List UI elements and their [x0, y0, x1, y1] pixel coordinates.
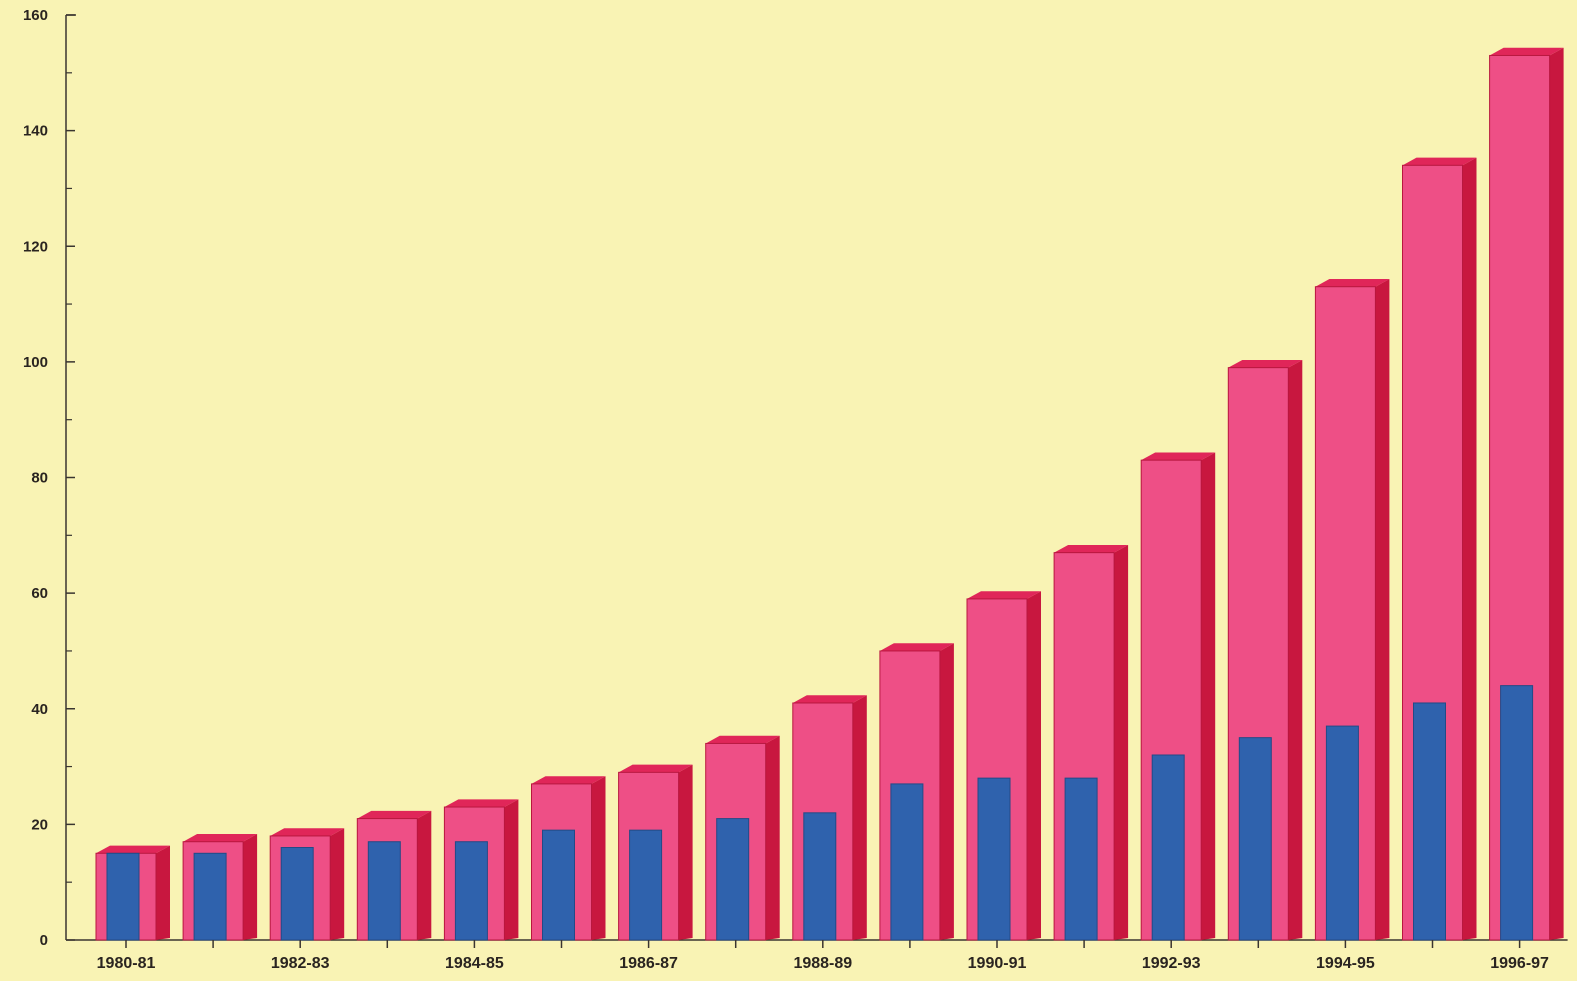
pink-bar-side [417, 810, 432, 940]
blue-bar [1064, 777, 1098, 941]
y-tick-label: 0 [40, 932, 48, 949]
pink-bar-side [852, 695, 867, 940]
pink-bar-top [270, 828, 345, 836]
pink-bar-top [96, 845, 170, 854]
blue-bar [629, 829, 663, 941]
pink-bar-side [156, 845, 170, 940]
blue-bar [890, 783, 924, 941]
pink-bar-side [1114, 544, 1129, 940]
pink-bar-side [939, 643, 954, 940]
pink-bar-side [1027, 591, 1041, 940]
y-tick-label: 20 [31, 816, 48, 833]
y-tick-label: 160 [23, 7, 48, 24]
y-tick-label: 120 [23, 238, 48, 255]
pink-bar-side [243, 834, 258, 940]
bar-group [182, 834, 258, 941]
x-tick-label: 1982-83 [271, 955, 330, 972]
bar-group [879, 643, 954, 941]
blue-bar [1151, 754, 1185, 941]
pink-bar-top [183, 834, 258, 842]
blue-bar [803, 812, 837, 941]
pink-bar-top [357, 810, 432, 819]
bar-group [1489, 47, 1564, 941]
bar-group [705, 735, 780, 941]
pink-bar-top [1141, 452, 1216, 461]
x-tick-label: 1990-91 [968, 955, 1027, 972]
pink-bar-top [1489, 47, 1564, 56]
blue-bar [367, 841, 401, 941]
pink-bar-top [1315, 279, 1390, 287]
pink-bar-side [591, 776, 606, 940]
x-tick-label: 1996-97 [1490, 955, 1549, 972]
x-tick-label: 1988-89 [793, 955, 852, 972]
pink-bar-side [330, 828, 345, 940]
bar-group [1053, 544, 1129, 941]
pink-bar-top [705, 735, 780, 744]
pink-bar-top [1054, 544, 1129, 553]
pink-bar-side [1549, 47, 1564, 941]
pink-bar-side [1462, 157, 1477, 941]
pink-bar-side [1201, 452, 1216, 940]
bar-group [966, 591, 1041, 941]
x-tick-label: 1994-95 [1316, 955, 1375, 972]
pink-bar-side [504, 799, 519, 940]
pink-bar-top [879, 643, 954, 651]
bar-group [269, 828, 345, 941]
pink-bar-top [618, 764, 693, 773]
pink-bar-side [765, 735, 780, 940]
pink-bar-side [678, 764, 693, 940]
y-tick-label: 80 [31, 470, 48, 487]
blue-bar [716, 818, 750, 941]
blue-bar [542, 829, 575, 941]
bar-group [443, 799, 519, 941]
blue-bar [977, 777, 1011, 941]
blue-bar [1238, 737, 1272, 941]
pink-bar-top [792, 695, 867, 703]
bar-group [1140, 452, 1216, 941]
x-tick-label: 1992-93 [1142, 955, 1201, 972]
bar-group [531, 776, 606, 941]
blue-bar [280, 847, 314, 941]
blue-bar [1413, 702, 1446, 941]
y-tick-label: 40 [31, 701, 48, 718]
pink-bar-top [1228, 359, 1303, 368]
bar-group [792, 695, 867, 941]
blue-bar [1500, 685, 1534, 941]
pink-bar-top [1402, 157, 1477, 166]
bar-group [356, 810, 432, 941]
blue-bar [1325, 725, 1359, 941]
x-tick-label: 1980-81 [97, 955, 156, 972]
bar-group [618, 764, 693, 941]
x-tick-label: 1986-87 [619, 955, 678, 972]
pink-bar-side [1375, 279, 1390, 940]
bar-group [1402, 157, 1477, 941]
bar-group [1227, 359, 1303, 941]
bar-group [95, 845, 170, 941]
bar-group [1314, 279, 1390, 941]
y-tick-label: 100 [23, 354, 48, 371]
blue-bar [106, 852, 140, 941]
blue-bar [454, 841, 488, 941]
y-tick-label: 140 [23, 123, 48, 140]
pink-bar-top [444, 799, 519, 808]
pink-bar-top [531, 776, 606, 784]
pink-bar-top [967, 591, 1041, 599]
blue-bar [193, 852, 227, 941]
y-tick-label: 60 [31, 585, 48, 602]
x-tick-label: 1984-85 [445, 955, 504, 972]
pink-bar-side [1288, 359, 1303, 940]
